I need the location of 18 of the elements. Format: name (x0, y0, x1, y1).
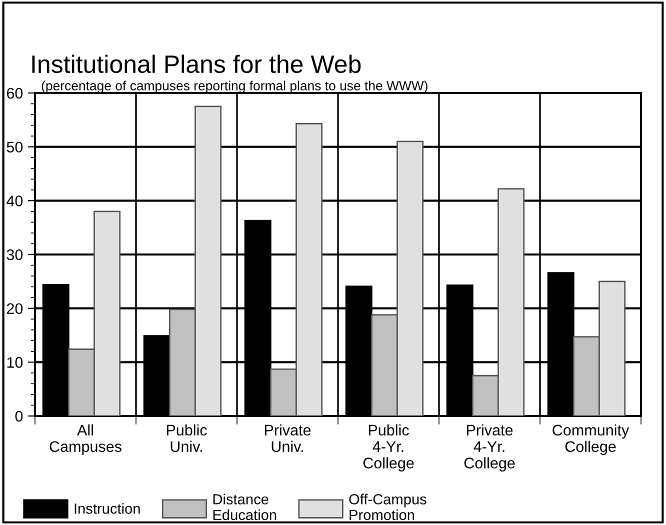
y-tick-label: 20 (6, 303, 23, 314)
legend-label: Off-Campus Promotion (349, 494, 426, 520)
y-tick-label: 60 (6, 88, 23, 99)
legend-label: Distance Education (213, 494, 276, 520)
x-tick-label: Community College (552, 424, 630, 456)
x-tick-label: Private Univ. (264, 424, 311, 452)
x-tick-label: Public Univ. (166, 424, 207, 452)
x-tick-label: Public 4-Yr. College (363, 424, 414, 472)
y-tick-label: 30 (6, 249, 23, 260)
y-tick-label: 50 (6, 142, 23, 153)
y-tick-label: 10 (7, 357, 23, 368)
y-tick-label: 0 (15, 410, 23, 422)
chart-subtitle: (percentage of campuses reporting formal plans to use the WWW) (42, 80, 428, 93)
chart-title: Institutional Plans for the Web (32, 54, 361, 74)
y-tick-label: 40 (6, 196, 23, 206)
x-tick-label: All Campuses (50, 424, 122, 456)
x-tick-label: Private 4-Yr. College (464, 424, 515, 472)
legend-label: Instruction (74, 503, 140, 514)
